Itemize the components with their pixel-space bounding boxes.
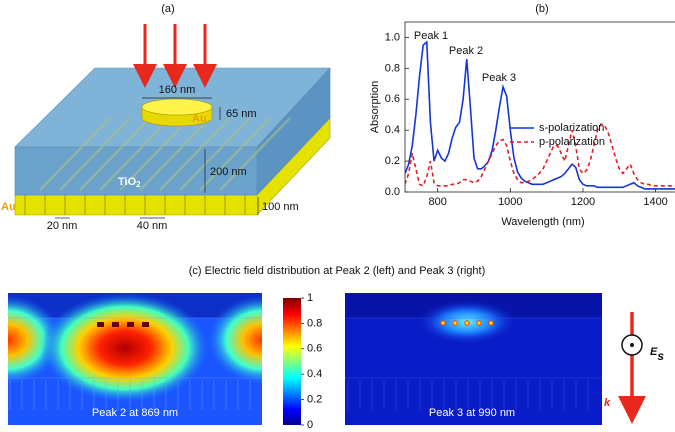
peak-annotation: Peak 3 (482, 72, 516, 84)
field-dot (630, 343, 634, 347)
disk-height: 65 nm (226, 108, 257, 120)
disk-material: Au (192, 113, 207, 125)
y-tick-label: 0.8 (385, 62, 400, 74)
left-caption: Peak 2 at 869 nm (92, 407, 178, 419)
series-line (405, 122, 675, 187)
x-tick-label: 1200 (571, 196, 595, 208)
peak-annotation: Peak 1 (414, 30, 448, 42)
x-tick-label: 800 (429, 196, 447, 208)
x-tick-label: 1000 (498, 196, 522, 208)
y-tick-label: 0.4 (385, 124, 400, 136)
gap-label: 20 nm (47, 220, 78, 232)
peak-annotation: Peak 2 (449, 45, 483, 57)
disk-width: 160 nm (159, 84, 196, 96)
chart-title: (b) (535, 3, 548, 15)
y-tick-label: 0.2 (385, 155, 400, 167)
panel-a: (a) 160 nm 65 nm Au TiO2 200 nm 100 nm A… (1, 3, 331, 232)
grating-height: 100 nm (262, 201, 299, 213)
series-line (405, 40, 675, 190)
slab-thickness: 200 nm (210, 166, 247, 178)
colorbar (283, 298, 301, 425)
colorbar-tick-label: 0.8 (307, 317, 322, 329)
incident-arrows (133, 24, 217, 88)
period-label: 40 nm (137, 220, 168, 232)
colorbar-tick-label: 0.6 (307, 343, 322, 355)
field-label: Es (650, 346, 664, 363)
slab-front (14, 146, 258, 196)
grating-shadow (39, 117, 291, 191)
field-map-right (345, 293, 602, 425)
slab-material-text: TiO (118, 176, 137, 188)
colorbar-tick-label: 0 (307, 419, 313, 431)
field-sub: s (657, 349, 664, 363)
y-tick-label: 1.0 (385, 31, 400, 43)
x-tick-label: 1400 (643, 196, 667, 208)
grating-material: Au (1, 201, 16, 213)
disk-top (141, 98, 213, 116)
legend-label: p-polarization (539, 136, 605, 148)
slab-material: TiO2 (118, 176, 141, 189)
right-caption: Peak 3 at 990 nm (429, 407, 515, 419)
y-axis-label: Absorption (369, 81, 381, 134)
slab-material-sub: 2 (136, 180, 141, 189)
grating-teeth (24, 195, 246, 215)
panel-label: (a) (161, 3, 174, 15)
colorbar-tick-label: 0.2 (307, 394, 322, 406)
colorbar-tick-label: 0.4 (307, 368, 322, 380)
field-map-left (8, 293, 262, 425)
legend-label: s-polarization (539, 122, 604, 134)
y-tick-label: 0.6 (385, 93, 400, 105)
x-axis-label: Wavelength (nm) (501, 216, 584, 228)
panel-c-title: (c) Electric field distribution at Peak … (189, 265, 486, 277)
panel-b: (b) Wavelength (nm) Absorption 0.0 0.2 0.4… (369, 3, 675, 228)
plot-frame (404, 21, 675, 193)
field-text: E (650, 346, 658, 358)
y-tick-label: 0.0 (385, 186, 400, 198)
panel-c: (c) Electric field distribution at Peak … (8, 265, 664, 431)
dimension-lines (55, 97, 259, 219)
colorbar-tick-label: 1 (307, 292, 313, 304)
wavevector-label: k (604, 397, 611, 409)
